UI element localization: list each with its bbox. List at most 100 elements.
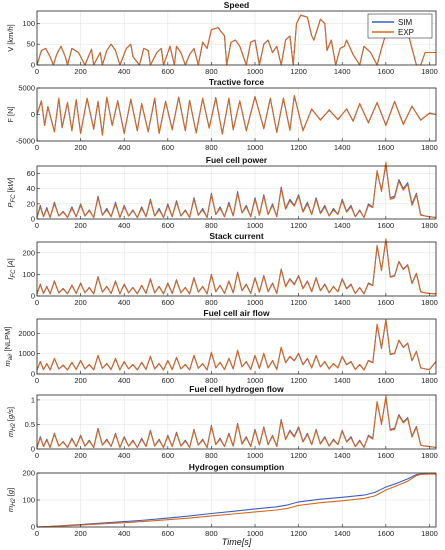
x-tick-label: 200 (74, 451, 87, 460)
panel-title: Fuel cell hydrogen flow (189, 384, 284, 394)
x-tick-label: 1200 (290, 298, 307, 307)
y-tick-label: 0 (31, 110, 35, 119)
y-tick-label: 0 (31, 292, 35, 301)
y-axis-label: F [N] (6, 106, 15, 122)
x-tick-label: 0 (35, 298, 39, 307)
y-axis-label: mH2 [g/s] (6, 407, 17, 437)
y-tick-label: 0 (31, 445, 35, 454)
x-tick-label: 1200 (290, 67, 307, 76)
x-tick-label: 1000 (247, 529, 264, 538)
x-tick-label: 1600 (378, 529, 395, 538)
x-tick-label: 800 (205, 451, 218, 460)
y-tick-label: 1 (31, 395, 35, 404)
x-tick-label: 1800 (421, 451, 438, 460)
x-tick-label: 200 (74, 221, 87, 230)
panel-title: Fuel cell air flow (203, 308, 270, 318)
axes-frame (36, 394, 437, 450)
x-tick-label: 0 (35, 376, 39, 385)
axes-frame (36, 241, 437, 297)
x-tick-label: 200 (74, 529, 87, 538)
x-tick-label: 1400 (334, 143, 351, 152)
x-tick-label: 1000 (247, 298, 264, 307)
x-tick-label: 0 (35, 143, 39, 152)
series-line-exp (36, 14, 436, 66)
x-tick-label: 400 (118, 298, 131, 307)
panel-title: Hydrogen consumption (189, 462, 284, 472)
x-tick-label: 600 (162, 376, 175, 385)
plot-area (37, 166, 436, 219)
legend-box (367, 13, 433, 39)
y-tick-label: 100 (22, 270, 35, 279)
plot-area (37, 395, 436, 449)
x-tick-label: 400 (118, 221, 131, 230)
x-tick-label: 1200 (290, 221, 307, 230)
y-tick-label: 40 (27, 184, 35, 193)
x-tick-label: 200 (74, 143, 87, 152)
y-tick-label: 0 (31, 523, 35, 532)
x-tick-label: 1400 (334, 221, 351, 230)
x-tick-label: 1800 (421, 376, 438, 385)
x-tick-label: 1800 (421, 143, 438, 152)
axes-frame (36, 318, 437, 375)
axes-frame (36, 10, 437, 66)
y-tick-label: 20 (27, 199, 35, 208)
x-tick-label: 1400 (334, 298, 351, 307)
y-tick-label: 50 (27, 40, 35, 49)
y-axis-label: IFC [A] (6, 258, 17, 279)
y-tick-label: 0.5 (25, 420, 35, 429)
x-tick-label: 1800 (421, 529, 438, 538)
legend-label-exp: EXP (398, 28, 414, 37)
x-axis-label: Time[s] (222, 537, 252, 547)
y-tick-label: 0 (31, 370, 35, 379)
panel-title: Fuel cell power (206, 155, 268, 165)
y-tick-label: 100 (22, 496, 35, 505)
x-tick-label: 600 (162, 221, 175, 230)
series-line-exp (36, 94, 437, 136)
panel-title: Tractive force (209, 77, 265, 87)
x-tick-label: 800 (205, 143, 218, 152)
y-tick-label: 100 (22, 19, 35, 28)
x-tick-label: 1600 (378, 298, 395, 307)
x-tick-label: 400 (118, 529, 131, 538)
panel-title: Stack current (209, 231, 263, 241)
series-line-exp (36, 318, 437, 371)
x-tick-label: 800 (205, 298, 218, 307)
x-tick-label: 1600 (378, 143, 395, 152)
series-line-exp (36, 161, 437, 219)
series-line-exp (36, 238, 437, 295)
chart-panel: Fuel cell hydrogen flow 0 200 400 600 800 1000… (6, 384, 438, 460)
x-tick-label: 800 (205, 67, 218, 76)
y-tick-label: 0 (31, 61, 35, 70)
x-tick-label: 200 (74, 67, 87, 76)
legend-label-sim: SIM (398, 18, 413, 27)
y-tick-label: 200 (22, 248, 35, 257)
x-tick-label: 600 (162, 143, 175, 152)
series-line-sim (36, 473, 436, 528)
x-tick-label: 1000 (247, 376, 264, 385)
x-tick-label: 1600 (378, 221, 395, 230)
x-tick-label: 1800 (421, 67, 438, 76)
x-tick-label: 400 (118, 67, 131, 76)
x-tick-label: 1400 (334, 376, 351, 385)
x-tick-label: 0 (35, 221, 39, 230)
x-tick-label: 600 (162, 529, 175, 538)
x-tick-label: 400 (118, 451, 131, 460)
y-axis-label: mH2 [g] (6, 488, 17, 512)
x-tick-label: 1200 (290, 143, 307, 152)
x-tick-label: 1800 (421, 298, 438, 307)
x-tick-label: 600 (162, 451, 175, 460)
series-line-exp (36, 473, 436, 528)
x-tick-label: 1000 (247, 67, 264, 76)
x-tick-label: 1200 (290, 529, 307, 538)
x-tick-label: 0 (35, 67, 39, 76)
chart-panel: Tractive force 0 200 400 600 800 1000 1200 1400 1… (6, 77, 438, 152)
y-tick-label: 0 (31, 215, 35, 224)
chart-panel: Fuel cell air flow 0 200 400 600 800 1000 1200 1… (3, 308, 438, 385)
x-tick-label: 1600 (378, 451, 395, 460)
x-tick-label: 1400 (334, 529, 351, 538)
